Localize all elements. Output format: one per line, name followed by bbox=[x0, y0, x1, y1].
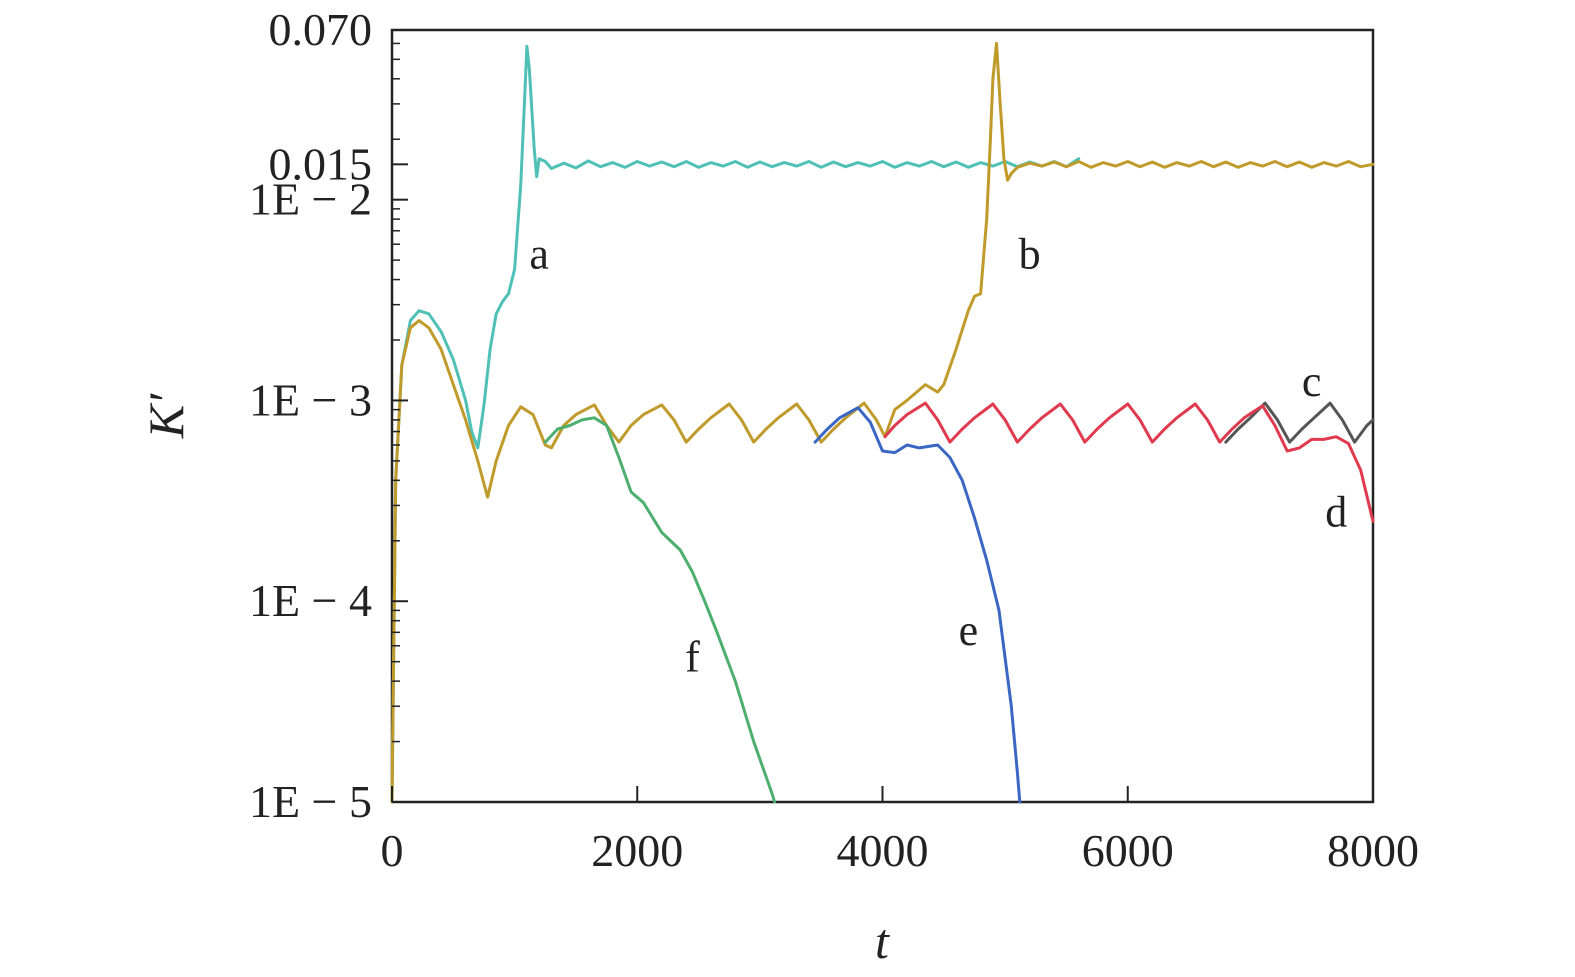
x-tick-label: 4000 bbox=[837, 825, 929, 876]
x-axis: 0 2000 4000 6000 8000 bbox=[381, 786, 1419, 876]
curve-label-f: f bbox=[685, 633, 700, 682]
curve-label-d: d bbox=[1325, 487, 1347, 536]
y-tick-label: 1E − 5 bbox=[249, 776, 372, 827]
series-line-f bbox=[543, 416, 777, 804]
x-axis-title: t bbox=[875, 913, 890, 969]
y-tick-label: 1E − 2 bbox=[249, 174, 372, 225]
y-tick-label: 1E − 3 bbox=[249, 374, 372, 425]
series-line-c bbox=[1224, 401, 1375, 444]
series-line-b bbox=[390, 41, 1375, 804]
y-axis-title: K′ bbox=[138, 393, 194, 439]
curve-label-b: b bbox=[1019, 229, 1041, 278]
plot-frame bbox=[390, 28, 1375, 804]
series-line-e bbox=[813, 406, 1022, 804]
curve-label-a: a bbox=[529, 229, 549, 278]
y-tick-label: 0.015 bbox=[269, 138, 373, 189]
x-tick-label: 2000 bbox=[591, 825, 683, 876]
x-tick-label: 0 bbox=[381, 825, 404, 876]
curve-label-e: e bbox=[959, 606, 979, 655]
y-tick-label: 0.070 bbox=[269, 4, 373, 55]
series-line-d bbox=[883, 401, 1375, 523]
x-tick-label: 8000 bbox=[1327, 825, 1419, 876]
y-tick-label: 1E − 4 bbox=[249, 575, 372, 626]
series-layer bbox=[390, 41, 1375, 804]
x-tick-label: 6000 bbox=[1082, 825, 1174, 876]
series-line-a bbox=[390, 44, 1081, 804]
curve-label-c: c bbox=[1302, 357, 1322, 406]
curve-labels: a b c d e f bbox=[529, 229, 1347, 681]
minor-tick-layer bbox=[392, 29, 400, 743]
